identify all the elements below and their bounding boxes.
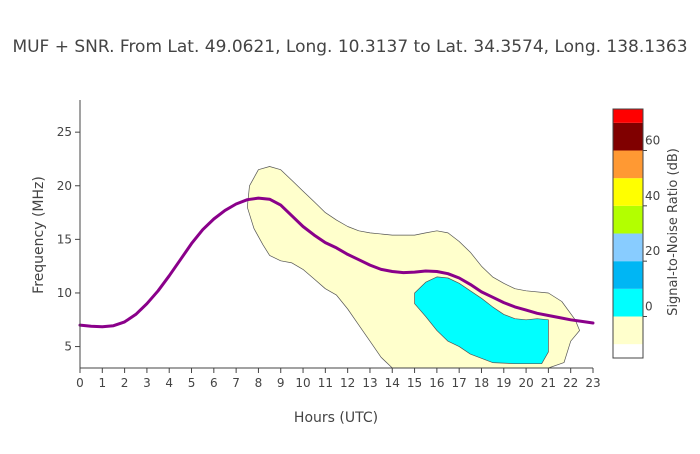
x-axis-label: Hours (UTC) [294, 410, 378, 426]
y-tick-label: 25 [57, 125, 72, 139]
x-tick-label: 7 [232, 376, 240, 390]
y-tick-label: 5 [64, 340, 72, 354]
x-tick-label: 1 [98, 376, 106, 390]
y-tick-label: 20 [57, 179, 72, 193]
x-tick-label: 20 [518, 376, 533, 390]
x-tick-label: 10 [295, 376, 310, 390]
y-tick-label: 10 [57, 286, 72, 300]
colorbar-outline [612, 108, 644, 359]
colorbar-band-7 [613, 150, 643, 179]
colorbar-band-4 [613, 233, 643, 262]
colorbar-title: Signal-to-Noise Ratio (dB) [666, 148, 681, 316]
y-axis-label: Frequency (MHz) [31, 176, 47, 294]
x-tick-label: 15 [407, 376, 422, 390]
x-tick-label: 19 [496, 376, 511, 390]
x-tick-label: 2 [121, 376, 129, 390]
x-tick-label: 5 [188, 376, 196, 390]
snr-regions [246, 166, 580, 368]
x-tick-label: 22 [563, 376, 578, 390]
colorbar-tick-label: 60 [645, 134, 660, 148]
colorbar-band-6 [613, 178, 643, 206]
x-tick-label: 18 [474, 376, 489, 390]
x-tick-label: 6 [210, 376, 218, 390]
x-tick-label: 11 [318, 376, 333, 390]
x-tick-label: 13 [362, 376, 377, 390]
x-tick-label: 17 [452, 376, 467, 390]
snr-region-1 [414, 276, 549, 365]
colorbar-tick-label: 20 [645, 244, 660, 258]
colorbar-band-3 [613, 261, 643, 289]
colorbar: 0 20 40 60 [612, 108, 660, 359]
x-tick-label: 23 [585, 376, 600, 390]
colorbar-band-8 [613, 122, 643, 151]
colorbar-tick-label: 40 [645, 189, 660, 203]
colorbar-band-9 [613, 109, 643, 123]
series-line-muf [78, 196, 595, 329]
colorbar-band-1 [613, 316, 643, 345]
x-tick-label: 0 [76, 376, 84, 390]
chart-title: MUF + SNR. From Lat. 49.0621, Long. 10.3… [12, 37, 687, 57]
x-tick-label: 9 [277, 376, 285, 390]
colorbar-band-5 [613, 205, 643, 234]
y-tick-label: 15 [57, 232, 72, 246]
x-tick-label: 14 [385, 376, 400, 390]
x-tick-label: 16 [429, 376, 444, 390]
colorbar-band-0 [613, 344, 643, 358]
x-tick-label: 8 [255, 376, 263, 390]
colorbar-tick-label: 0 [645, 300, 653, 314]
x-tick-label: 12 [340, 376, 355, 390]
colorbar-band-2 [613, 288, 643, 317]
x-tick-label: 21 [541, 376, 556, 390]
x-tick-label: 3 [143, 376, 151, 390]
x-tick-label: 4 [165, 376, 173, 390]
